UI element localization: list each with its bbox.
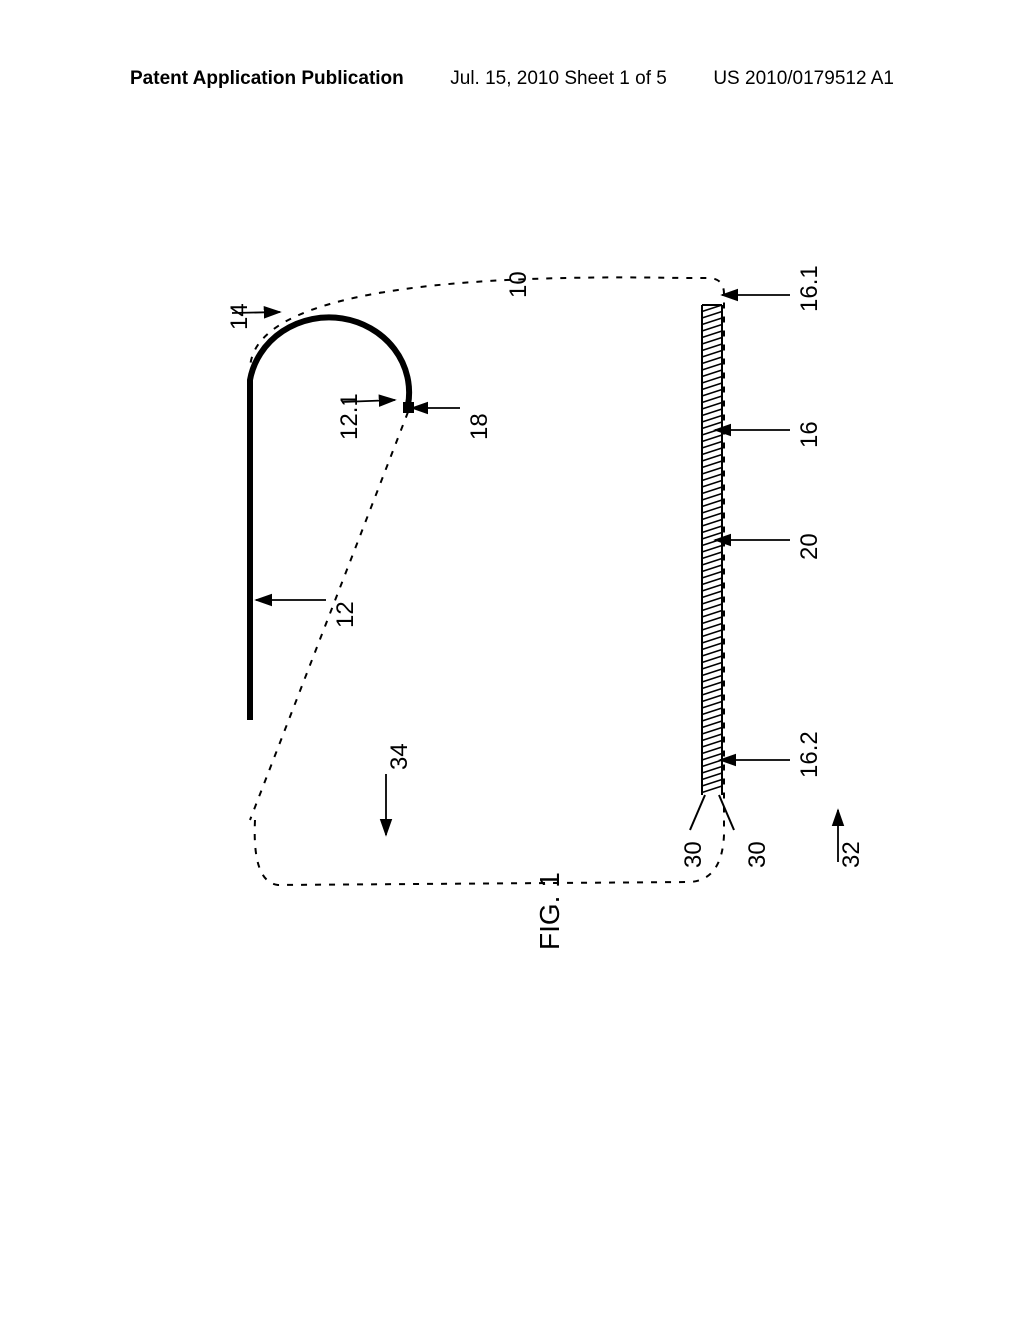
ref-label-n18: 18 bbox=[466, 413, 494, 440]
ref-label-n32: 32 bbox=[838, 841, 866, 868]
ref-label-n14: 14 bbox=[226, 303, 254, 330]
figure-1-container: 10 12 12.1 14 16 16.1 16.2 18 20 30 30 32 34 FIG. 1 bbox=[150, 250, 870, 990]
header-date-sheet: Jul. 15, 2010 Sheet 1 of 5 bbox=[450, 68, 667, 90]
figure-1-drawing bbox=[150, 250, 870, 990]
ref-label-n16: 16 bbox=[796, 421, 824, 448]
header-patent-number: US 2010/0179512 A1 bbox=[713, 68, 894, 90]
ref-label-n12: 12 bbox=[332, 601, 360, 628]
ref-label-n10: 10 bbox=[505, 271, 533, 298]
ref-label-n12_1: 12.1 bbox=[336, 393, 364, 440]
ref-label-n16_1: 16.1 bbox=[796, 265, 824, 312]
ref-label-n20: 20 bbox=[796, 533, 824, 560]
ref-label-n16_2: 16.2 bbox=[796, 731, 824, 778]
ref-label-n30b: 30 bbox=[744, 841, 772, 868]
ref-label-n30a: 30 bbox=[680, 841, 708, 868]
ref-label-fig: FIG. 1 bbox=[534, 872, 566, 950]
header-publication: Patent Application Publication bbox=[130, 68, 404, 90]
ref-label-n34: 34 bbox=[386, 743, 414, 770]
